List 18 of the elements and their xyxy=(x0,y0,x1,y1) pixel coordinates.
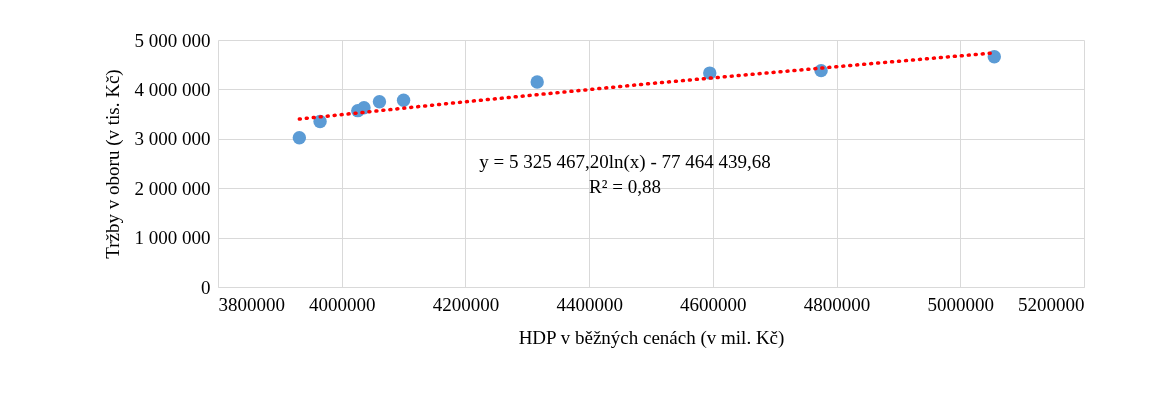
x-tick-label: 4000000 xyxy=(308,293,376,315)
y-tick-label: 1 000 000 xyxy=(134,227,211,249)
y-tick-label: 0 xyxy=(201,276,211,298)
x-tick-label: 4600000 xyxy=(680,293,747,315)
y-axis-title: Tržby v oboru (v tis. Kč) xyxy=(101,69,124,259)
y-tick-label: 5 000 000 xyxy=(134,29,211,51)
x-tick-label: 5200000 xyxy=(1018,293,1085,315)
y-tick-label: 2 000 000 xyxy=(134,177,211,199)
x-tick-label: 4200000 xyxy=(432,293,500,315)
y-tick-label: 3 000 000 xyxy=(134,128,211,150)
y-tick-label: 4 000 000 xyxy=(134,78,211,100)
x-tick-label: 4800000 xyxy=(803,293,871,315)
annotation: y = 5 325 467,20ln(x) - 77 464 439,68 xyxy=(479,151,771,174)
x-tick-label: 3800000 xyxy=(218,293,285,315)
x-tick-label: 4400000 xyxy=(556,293,623,315)
annotation: R² = 0,88 xyxy=(589,175,661,197)
x-tick-label: 5000000 xyxy=(927,293,995,315)
x-axis-title: HDP v běžných cenách (v mil. Kč) xyxy=(518,326,785,349)
